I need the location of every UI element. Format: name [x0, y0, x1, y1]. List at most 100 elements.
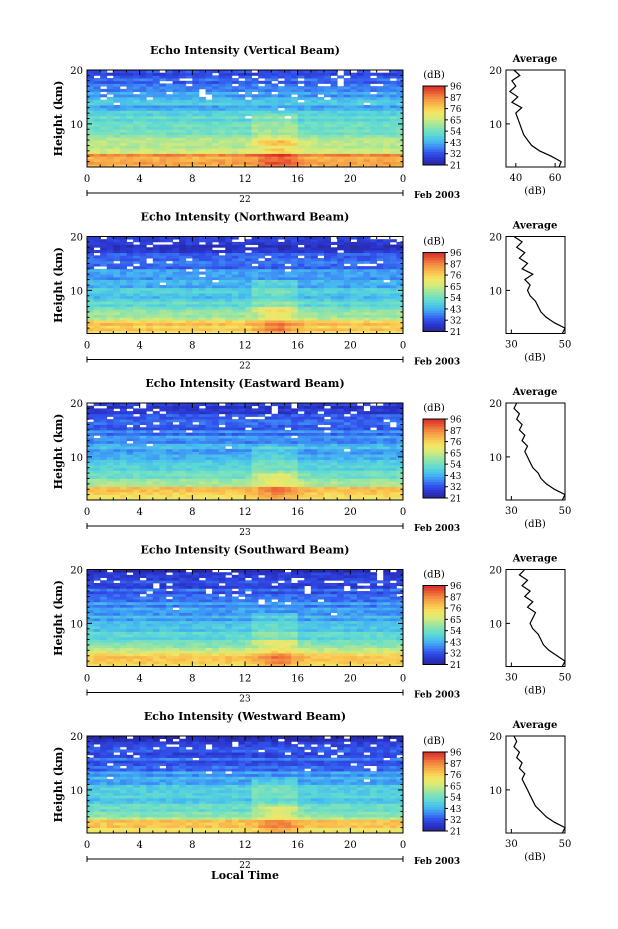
heatmap-cell [205, 129, 213, 133]
heatmap-cell [310, 118, 318, 122]
heatmap-cell [383, 494, 391, 498]
heatmap-cell [93, 314, 101, 318]
heatmap-cell [271, 467, 279, 471]
heatmap-cell [225, 328, 233, 332]
heatmap-cell [172, 129, 180, 133]
heatmap-cell [106, 276, 114, 281]
heatmap-cell [376, 134, 384, 138]
colorbar-band [423, 109, 445, 113]
heatmap-cell [185, 150, 193, 154]
colorbar-band [423, 112, 445, 116]
heatmap-cell [113, 75, 121, 79]
heatmap-cell [304, 424, 312, 428]
heatmap-cell [370, 293, 378, 297]
heatmap-cell [264, 247, 272, 251]
heatmap-cell [310, 497, 318, 501]
heatmap-cell [324, 285, 331, 289]
heatmap-cell [376, 429, 384, 434]
heatmap-cell [166, 456, 173, 460]
heatmap-cell [93, 96, 101, 101]
heatmap-cell [376, 486, 384, 490]
heatmap-cell [87, 424, 94, 428]
heatmap-cell [376, 279, 384, 283]
heatmap-cell [258, 456, 266, 460]
heatmap-cell [119, 263, 127, 267]
heatmap-cell [258, 126, 266, 130]
heatmap-cell [291, 75, 299, 79]
heatmap-cell [238, 110, 246, 114]
heatmap-cell [238, 142, 246, 146]
heatmap-cell [231, 314, 239, 318]
heatmap-cell [356, 80, 364, 84]
heatmap-cell [152, 475, 160, 479]
heatmap-cell [159, 156, 167, 160]
heatmap-cell [271, 454, 279, 458]
heatmap-cell [205, 70, 213, 74]
heatmap-cell [185, 295, 193, 299]
heatmap-cell [106, 301, 114, 305]
heatmap-cell [152, 440, 160, 444]
heatmap-cell [106, 459, 114, 463]
heatmap-cell [198, 113, 206, 117]
heatmap-cell [310, 268, 318, 272]
heatmap-cell [238, 322, 246, 326]
heatmap-cell [284, 309, 292, 313]
heatmap-cell [330, 295, 338, 299]
heatmap-cell [179, 113, 187, 117]
heatmap-cell [258, 91, 266, 95]
heatmap-cell [330, 252, 338, 256]
heatmap-cell [113, 105, 121, 109]
heatmap-cell [284, 483, 292, 487]
heatmap-cell [159, 314, 167, 318]
heatmap-cell [356, 325, 364, 329]
heatmap-cell [185, 491, 193, 496]
heatmap-cell [291, 429, 299, 434]
heatmap-cell [172, 123, 180, 127]
heatmap-cell [205, 260, 213, 264]
heatmap-cell [198, 491, 206, 496]
heatmap-cell [356, 494, 364, 498]
heatmap-cell [330, 150, 338, 154]
heatmap-cell [264, 478, 272, 482]
heatmap-cell [212, 268, 220, 272]
heatmap-cell [87, 314, 94, 318]
heatmap-cell [218, 70, 226, 74]
heatmap-cell [133, 236, 141, 240]
heatmap-cell [139, 309, 147, 313]
heatmap-cell [304, 271, 312, 275]
heatmap-cell [166, 107, 173, 111]
heatmap-cell [218, 158, 226, 163]
heatmap-cell [192, 115, 200, 119]
heatmap-cell [383, 443, 391, 447]
heatmap-cell [376, 435, 384, 439]
heatmap-cell [172, 470, 180, 474]
heatmap-cell [192, 290, 200, 294]
heatmap-cell [264, 432, 272, 436]
heatmap-cell [192, 448, 200, 452]
heatmap-cell [126, 121, 134, 125]
heatmap-cell [179, 301, 187, 305]
heatmap-cell [297, 86, 305, 90]
heatmap-cell [172, 236, 180, 240]
heatmap-cell [172, 491, 180, 496]
heatmap-cell [159, 328, 167, 332]
heatmap-cell [317, 99, 325, 103]
heatmap-cell [370, 260, 378, 264]
x-tick-label: 0 [400, 174, 406, 185]
heatmap-cell [185, 483, 193, 487]
heatmap-cell [356, 451, 364, 455]
heatmap-cell [205, 293, 213, 297]
heatmap-cell [343, 99, 351, 103]
heatmap-cell [370, 440, 378, 444]
heatmap-cell [225, 137, 233, 141]
heatmap-cell [198, 454, 206, 458]
heatmap-cell [119, 435, 127, 439]
heatmap-cell [231, 94, 239, 98]
heatmap-cell [238, 150, 246, 154]
heatmap-cell [337, 454, 345, 458]
heatmap-cell [179, 158, 187, 163]
heatmap-cell [152, 451, 160, 455]
heatmap-cell [166, 293, 173, 297]
heatmap-cell [185, 301, 193, 305]
heatmap-cell [159, 287, 167, 291]
